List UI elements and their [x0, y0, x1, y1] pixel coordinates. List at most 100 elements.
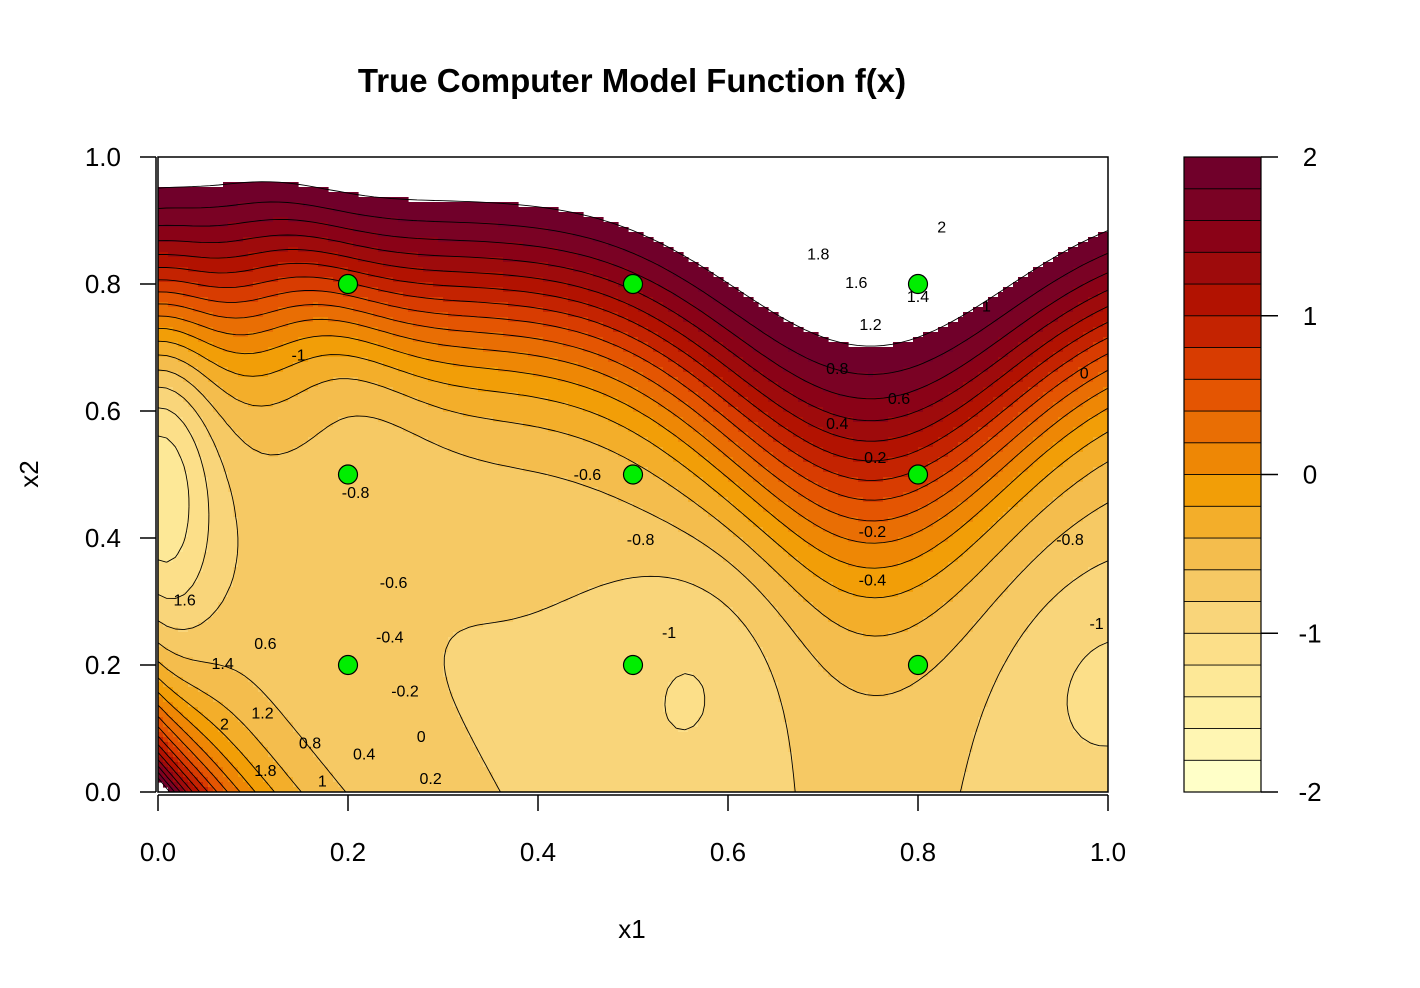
contour-cell — [218, 532, 224, 538]
contour-cell — [233, 602, 239, 608]
contour-cell — [208, 347, 214, 353]
contour-cell — [283, 242, 289, 248]
contour-cell — [333, 407, 339, 413]
contour-cell — [213, 532, 219, 538]
contour-cell — [283, 782, 289, 788]
contour-cell — [328, 462, 334, 468]
contour-cell — [273, 757, 279, 763]
contour-cell — [213, 687, 219, 693]
contour-cell — [358, 407, 364, 413]
contour-cell — [358, 457, 364, 463]
contour-cell — [288, 727, 294, 733]
contour-cell — [193, 487, 199, 493]
contour-cell — [158, 632, 164, 638]
contour-cell — [273, 442, 279, 448]
contour-cell — [193, 762, 199, 768]
contour-cell — [308, 262, 314, 268]
contour-cell — [308, 347, 314, 353]
contour-cell — [318, 372, 324, 378]
contour-cell — [308, 542, 314, 548]
contour-cell — [293, 762, 299, 768]
contour-cell — [198, 722, 204, 728]
contour-cell — [338, 702, 344, 708]
contour-cell — [313, 552, 319, 558]
contour-cell — [208, 777, 214, 783]
contour-cell — [328, 232, 334, 238]
contour-cell — [173, 752, 179, 758]
contour-cell — [208, 232, 214, 238]
contour-cell — [158, 442, 164, 448]
contour-cell — [343, 427, 349, 433]
contour-cell — [328, 747, 334, 753]
contour-cell — [288, 767, 294, 773]
contour-cell — [158, 487, 164, 493]
contour-cell — [188, 227, 194, 233]
contour-cell — [248, 197, 254, 203]
contour-cell — [358, 332, 364, 338]
contour-cell — [283, 587, 289, 593]
contour-cell — [308, 257, 314, 263]
contour-cell — [333, 387, 339, 393]
contour-cell — [208, 627, 214, 633]
contour-cell — [308, 762, 314, 768]
contour-cell — [278, 447, 284, 453]
contour-cell — [223, 242, 229, 248]
contour-cell — [248, 767, 254, 773]
contour-cell — [333, 627, 339, 633]
contour-cell — [168, 532, 174, 538]
contour-cell — [358, 302, 364, 308]
contour-cell — [328, 302, 334, 308]
contour-cell — [293, 577, 299, 583]
contour-cell — [183, 612, 189, 618]
contour-cell — [158, 342, 164, 348]
contour-cell — [233, 592, 239, 598]
contour-cell — [338, 617, 344, 623]
contour-cell — [233, 647, 239, 653]
contour-cell — [243, 392, 249, 398]
contour-cell — [188, 742, 194, 748]
contour-cell — [323, 642, 329, 648]
contour-cell — [248, 607, 254, 613]
contour-cell — [333, 392, 339, 398]
contour-cell — [283, 662, 289, 668]
contour-cell — [278, 742, 284, 748]
contour-cell — [238, 447, 244, 453]
contour-cell — [253, 292, 259, 298]
contour-cell — [183, 737, 189, 743]
contour-cell — [348, 507, 354, 513]
contour-cell — [168, 662, 174, 668]
contour-cell — [358, 637, 364, 643]
contour-cell — [328, 722, 334, 728]
contour-cell — [238, 497, 244, 503]
contour-cell — [338, 232, 344, 238]
contour-cell — [263, 622, 269, 628]
contour-cell — [348, 627, 354, 633]
contour-cell — [328, 552, 334, 558]
contour-cell — [223, 687, 229, 693]
contour-cell — [268, 532, 274, 538]
contour-cell — [298, 552, 304, 558]
contour-cell — [248, 407, 254, 413]
contour-cell — [353, 387, 359, 393]
contour-cell — [323, 212, 329, 218]
contour-cell — [298, 637, 304, 643]
contour-cell — [303, 547, 309, 553]
contour-cell — [183, 547, 189, 553]
contour-cell — [213, 717, 219, 723]
contour-cell — [308, 572, 314, 578]
contour-cell — [188, 417, 194, 423]
contour-cell — [178, 202, 184, 208]
contour-cell — [273, 297, 279, 303]
contour-cell — [233, 632, 239, 638]
contour-cell — [163, 542, 169, 548]
contour-cell — [268, 262, 274, 268]
contour-cell — [208, 352, 214, 358]
contour-cell — [303, 627, 309, 633]
contour-cell — [258, 667, 264, 673]
contour-cell — [218, 592, 224, 598]
contour-cell — [333, 682, 339, 688]
contour-cell — [293, 597, 299, 603]
contour-cell — [278, 457, 284, 463]
contour-cell — [263, 672, 269, 678]
contour-cell — [253, 212, 259, 218]
